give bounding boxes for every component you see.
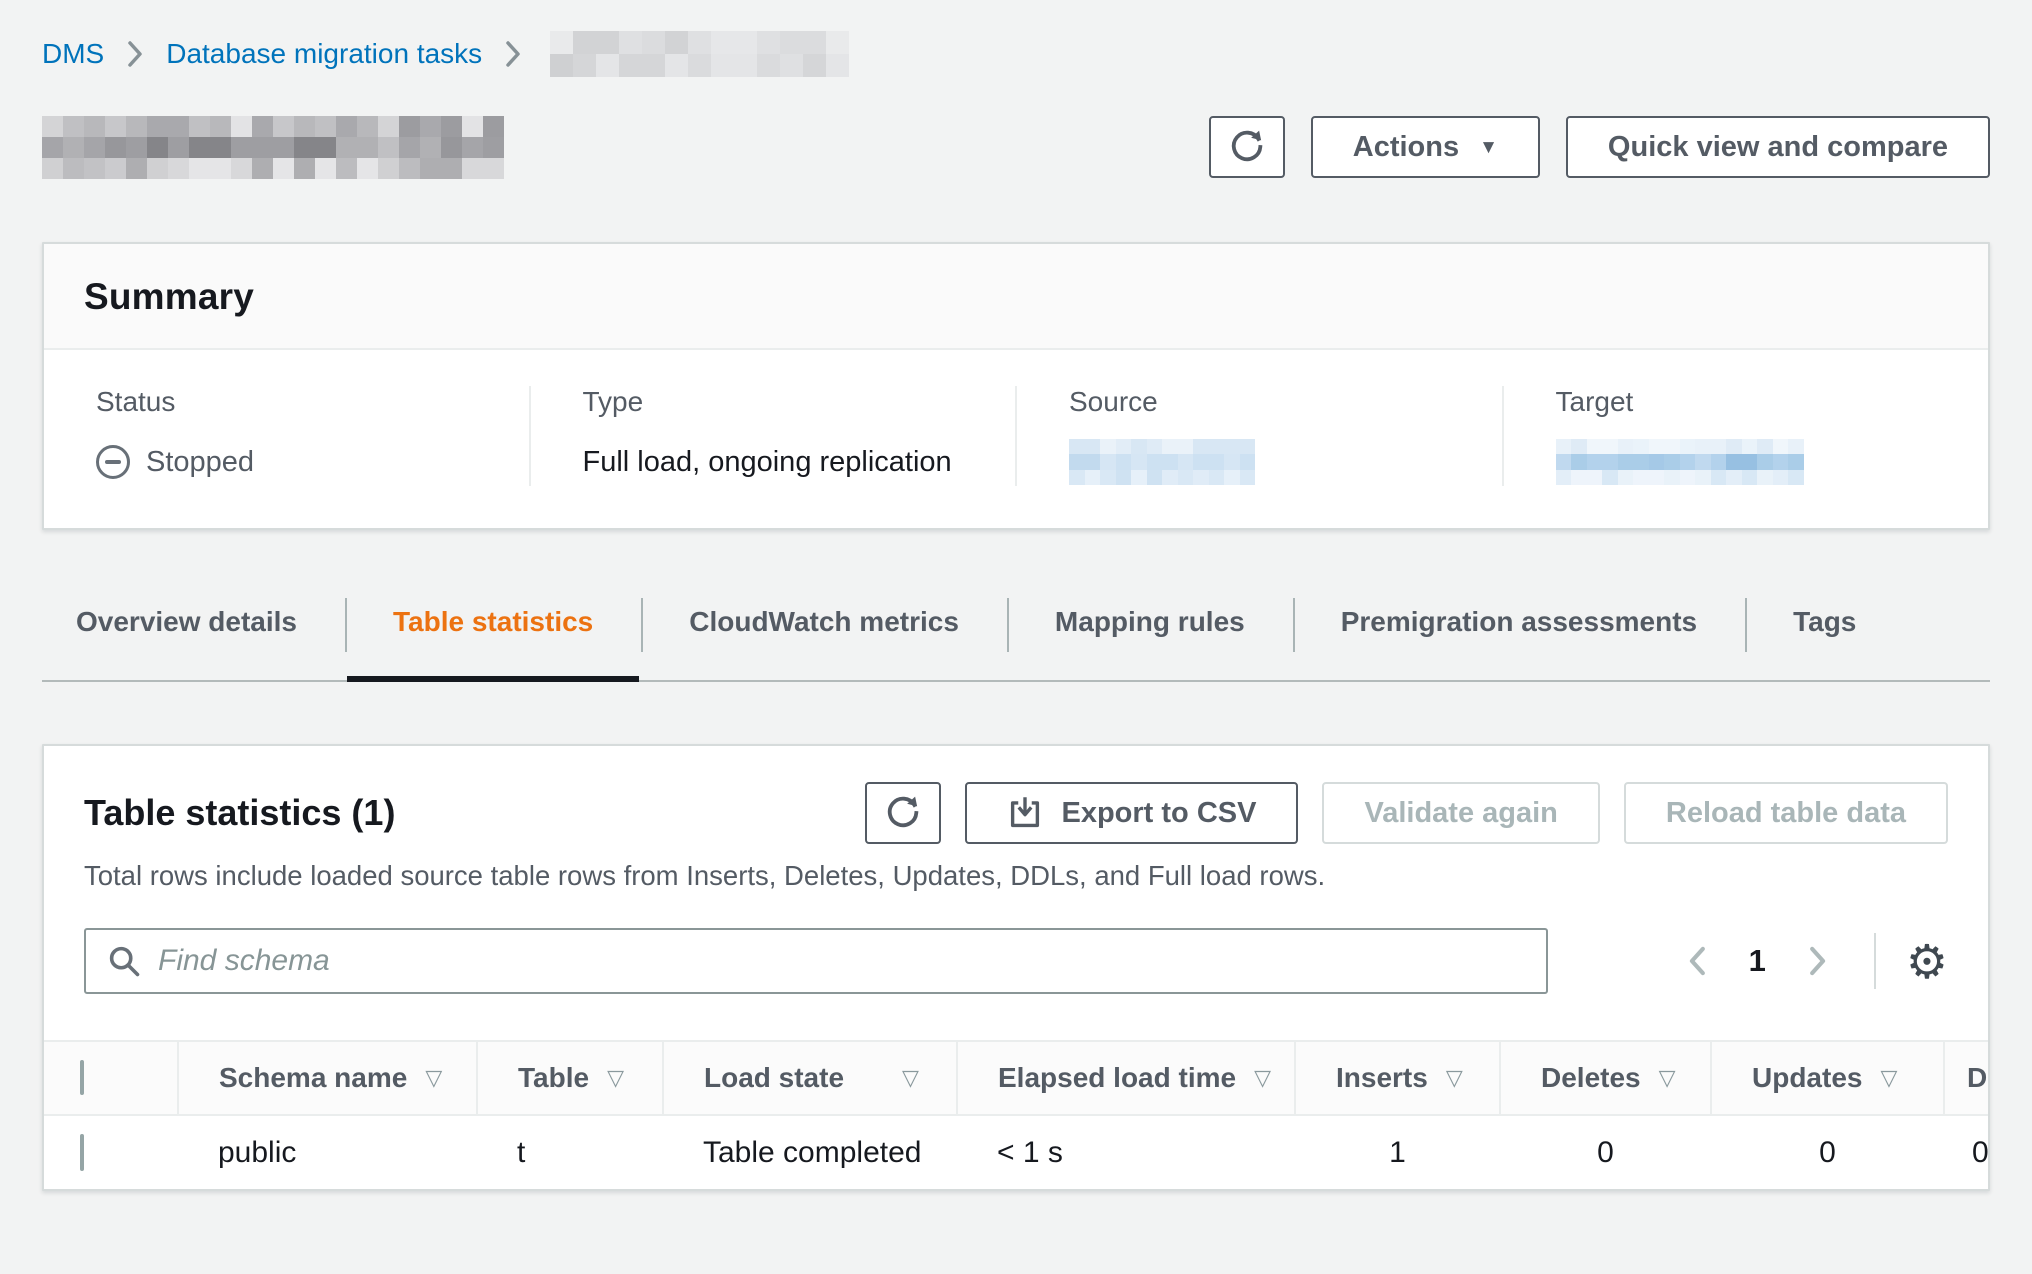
summary-card: Summary Status Stopped Type Full load, o… [42,242,1990,530]
column-header-ddls[interactable]: DDLs [1967,1062,1988,1093]
column-header-inserts[interactable]: Inserts [1336,1062,1428,1093]
column-header-schema-name[interactable]: Schema name [219,1062,408,1093]
tab-overview-details[interactable]: Overview details [42,590,345,680]
task-detail-tabs: Overview details Table statistics CloudW… [42,590,1990,682]
column-header-elapsed-load-time[interactable]: Elapsed load time [998,1062,1237,1093]
sort-icon[interactable]: ▽ [902,1065,919,1090]
tab-label: Overview details [76,606,298,637]
summary-source-column: Source [1015,386,1502,486]
schema-search-box [84,928,1548,994]
cell-inserts: 1 [1389,1135,1406,1169]
previous-page-button[interactable] [1677,938,1719,984]
refresh-icon [1228,128,1266,166]
table-header-row: Schema name ▽ Table ▽ Load state ▽ Elapsed … [44,1040,1988,1116]
cell-load-state: Table completed [703,1135,922,1169]
sort-icon[interactable]: ▽ [1658,1065,1676,1090]
cell-table: t [517,1135,526,1169]
source-label: Source [1069,386,1158,417]
reload-label: Reload table data [1665,796,1906,829]
column-header-load-state[interactable]: Load state [704,1062,845,1093]
summary-status-column: Status Stopped [44,386,529,486]
refresh-button[interactable] [1208,116,1285,178]
cell-deletes: 0 [1597,1135,1614,1169]
reload-table-data-button[interactable]: Reload table data [1623,782,1948,844]
redacted-source-endpoint-link[interactable] [1069,438,1255,486]
summary-title: Summary [84,276,255,317]
pagination: 1 ⚙ [1677,933,1948,989]
validate-label: Validate again [1364,796,1558,829]
breadcrumb-link-dms[interactable]: DMS [42,38,105,69]
redacted-breadcrumb-task-name [550,31,850,77]
table-refresh-button[interactable] [865,782,942,844]
quick-view-and-compare-button[interactable]: Quick view and compare [1565,116,1990,178]
column-header-updates[interactable]: Updates [1752,1062,1863,1093]
table-statistics-card: Table statistics (1) [42,744,1990,1191]
tab-label: Mapping rules [1054,606,1245,637]
quick-view-label: Quick view and compare [1607,130,1948,163]
download-icon [1007,795,1043,831]
redacted-page-title [42,115,504,179]
sort-icon[interactable]: ▽ [607,1065,624,1090]
status-value: Stopped [146,445,255,478]
settings-gear-icon[interactable]: ⚙ [1905,934,1948,988]
breadcrumb-chevron-icon [126,39,144,69]
type-value: Full load, ongoing replication [582,445,952,478]
table-row: public t Table completed < 1 s 1 0 0 0 [44,1115,1989,1189]
export-to-csv-button[interactable]: Export to CSV [965,782,1299,844]
tab-premigration-assessments[interactable]: Premigration assessments [1292,590,1745,680]
status-badge: Stopped [96,445,254,479]
sort-icon[interactable]: ▽ [1880,1065,1898,1090]
cell-updates: 0 [1819,1135,1836,1169]
breadcrumb-chevron-icon [504,39,522,69]
actions-button[interactable]: Actions ▼ [1310,116,1540,178]
tab-label: Premigration assessments [1340,606,1698,637]
summary-type-column: Type Full load, ongoing replication [528,386,1016,486]
tab-cloudwatch-metrics[interactable]: CloudWatch metrics [641,590,1007,680]
select-all-checkbox[interactable] [80,1060,84,1095]
table-statistics-description: Total rows include loaded source table r… [84,860,1326,891]
table-statistics-table: Schema name ▽ Table ▽ Load state ▽ Elapsed … [44,1040,1989,1189]
export-label: Export to CSV [1061,796,1257,829]
status-label: Status [96,386,176,417]
next-page-button[interactable] [1796,938,1838,984]
tab-tags[interactable]: Tags [1745,590,1904,680]
tab-label: Table statistics [393,606,594,637]
search-input[interactable] [158,944,1526,978]
sort-icon[interactable]: ▽ [1254,1065,1271,1090]
tab-mapping-rules[interactable]: Mapping rules [1006,590,1293,680]
tab-label: CloudWatch metrics [689,606,959,637]
summary-target-column: Target [1501,386,1989,486]
breadcrumb-link-tasks[interactable]: Database migration tasks [166,38,483,69]
tab-table-statistics[interactable]: Table statistics [345,590,641,682]
search-icon [106,943,142,979]
pager-divider [1873,933,1876,989]
dms-task-page: DMS Database migration tasks Actions [42,30,1990,1191]
tab-label: Tags [1793,606,1857,637]
cell-schema-name: public [218,1135,297,1169]
stopped-circle-minus-icon [96,445,130,479]
breadcrumb: DMS Database migration tasks [42,30,1990,78]
row-checkbox[interactable] [80,1133,84,1171]
summary-card-header: Summary [44,244,1988,350]
caret-down-icon: ▼ [1479,137,1498,158]
table-statistics-title: Table statistics (1) [84,792,396,833]
cell-elapsed-load-time: < 1 s [997,1135,1063,1169]
sort-icon[interactable]: ▽ [425,1065,443,1090]
current-page-number[interactable]: 1 [1748,943,1766,978]
validate-again-button[interactable]: Validate again [1322,782,1600,844]
cell-ddls: 0 [1972,1135,1989,1169]
column-header-deletes[interactable]: Deletes [1541,1062,1641,1093]
actions-button-label: Actions [1352,130,1460,163]
refresh-icon [884,794,922,832]
page-header: Actions ▼ Quick view and compare [42,114,1990,180]
target-label: Target [1555,386,1634,417]
column-header-table[interactable]: Table [518,1062,590,1093]
type-label: Type [582,386,644,417]
redacted-target-endpoint-link[interactable] [1555,438,1804,486]
sort-icon[interactable]: ▽ [1445,1065,1463,1090]
